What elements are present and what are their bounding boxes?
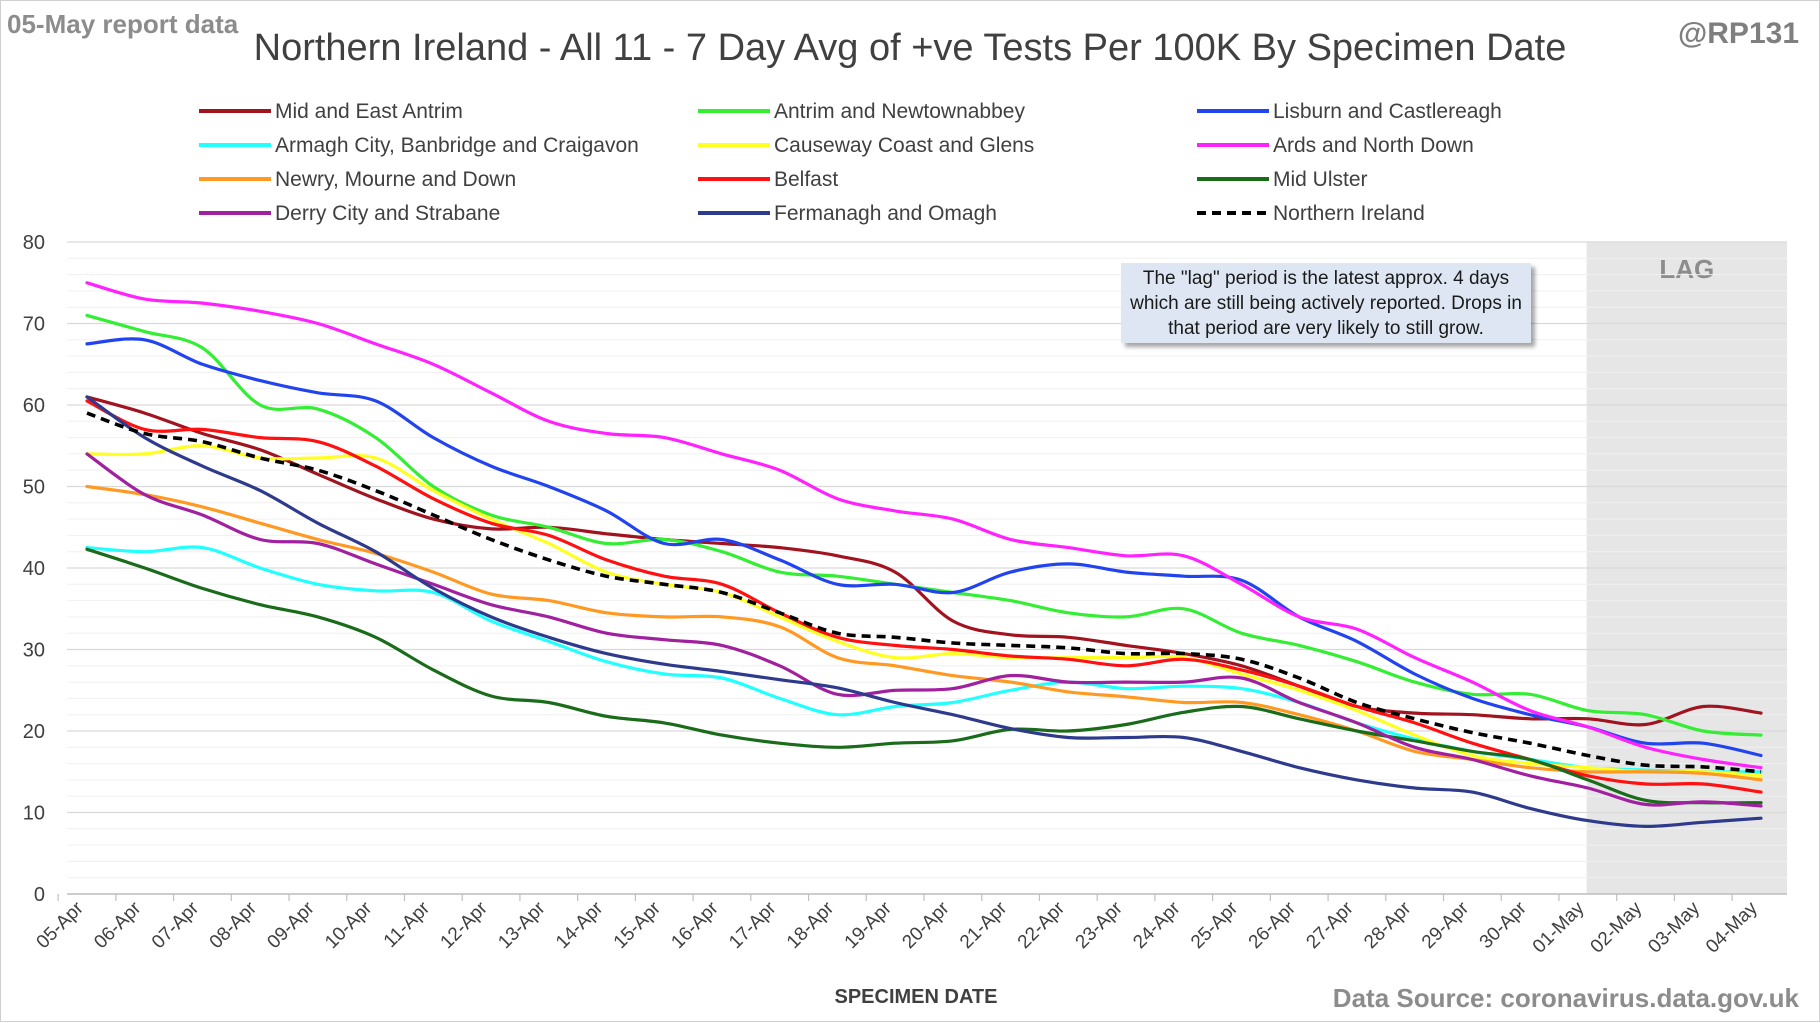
legend-label: Northern Ireland [1273,202,1425,225]
legend-label: Belfast [774,168,838,191]
x-tick-label: 18-Apr [783,897,839,953]
legend-label: Derry City and Strabane [275,202,500,225]
x-tick-label: 11-Apr [380,897,435,952]
x-tick-label: 04-May [1702,898,1762,958]
series-line-mid-ulster [85,547,1763,805]
legend-label: Mid Ulster [1273,168,1368,191]
x-tick-label: 20-Apr [898,897,954,953]
x-tick-label: 07-Apr [148,897,204,953]
legend-label: Fermanagh and Omagh [774,202,997,225]
x-tick-label: 19-Apr [841,897,897,953]
legend-label: Antrim and Newtownabbey [774,100,1025,123]
x-tick-label: 26-Apr [1245,897,1301,953]
report-date-tag: 05-May report data [7,9,239,39]
y-tick-label: 40 [23,558,45,580]
series-lines [85,281,1763,829]
y-tick-label: 30 [23,640,45,662]
x-tick-label: 14-Apr [552,897,608,953]
y-tick-label: 20 [23,721,45,743]
data-source: Data Source: coronavirus.data.gov.uk [1332,983,1799,1013]
y-tick-label: 10 [23,803,45,825]
x-tick-label: 30-Apr [1476,897,1532,953]
series-line-ards-and-north-down [85,281,1763,770]
author-handle: @RP131 [1678,17,1799,50]
legend-label: Causeway Coast and Glens [774,134,1034,157]
y-tick-label: 80 [23,232,45,254]
series-line-mid-and-east-antrim [85,395,1763,727]
legend: Mid and East Antrim Antrim and Newtownabb… [199,100,1502,225]
series-line-lisburn-and-castlereagh [85,337,1763,758]
x-tick-label: 28-Apr [1360,897,1416,953]
x-tick-label: 12-Apr [437,897,493,953]
x-tick-label: 23-Apr [1072,897,1128,953]
series-line-northern-ireland [86,411,1762,774]
y-tick-label: 50 [23,477,45,499]
legend-label: Newry, Mourne and Down [275,168,516,191]
legend-label: Armagh City, Banbridge and Craigavon [275,134,639,157]
x-tick-label: 27-Apr [1302,897,1358,953]
series-line-causeway-coast-and-glens [85,444,1763,778]
x-tick-label: 22-Apr [1014,897,1070,953]
legend-label: Mid and East Antrim [275,100,463,123]
x-tick-label: 15-Apr [610,897,666,953]
series-line-belfast [85,399,1763,794]
x-tick-label: 02-May [1587,898,1647,958]
x-axis-label: SPECIMEN DATE [835,986,998,1008]
legend-label: Lisburn and Castlereagh [1273,100,1502,123]
y-tick-label: 0 [34,884,45,906]
y-tick-label: 70 [23,314,45,336]
x-tick-label: 09-Apr [263,897,319,953]
x-tick-label: 06-Apr [90,897,146,953]
series-line-derry-city-and-strabane [85,452,1763,808]
legend-label: Ards and North Down [1273,134,1474,157]
x-tick-label: 10-Apr [321,897,377,953]
x-tick-label: 25-Apr [1187,897,1243,953]
x-tick-label: 17-Apr [725,897,781,953]
lag-note: The "lag" period is the latest approx. 4… [1121,263,1531,343]
x-tick-label: 03-May [1644,898,1704,958]
y-tick-label: 60 [23,395,45,417]
x-tick-label: 01-May [1529,898,1589,958]
series-line-fermanagh-and-omagh [85,395,1763,829]
x-tick-label: 21-Apr [956,897,1012,953]
x-tick-label: 08-Apr [206,897,262,953]
lag-label: LAG [1659,254,1714,284]
chart-title: Northern Ireland - All 11 - 7 Day Avg of… [253,27,1567,69]
x-tick-label: 29-Apr [1418,897,1474,953]
x-tick-label: 13-Apr [494,897,550,953]
x-tick-label: 16-Apr [667,897,723,953]
x-tick-label: 24-Apr [1129,897,1185,953]
